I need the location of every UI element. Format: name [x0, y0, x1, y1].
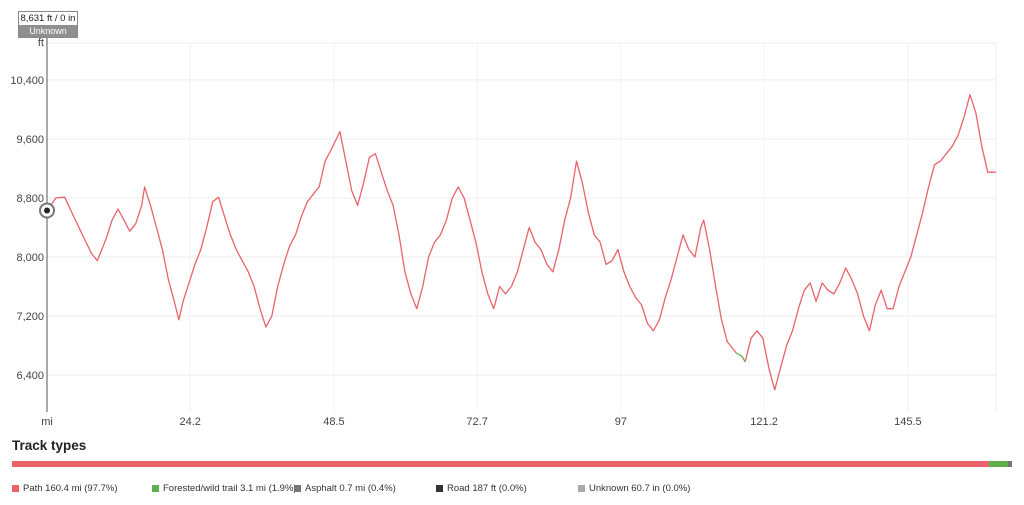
- legend-item: Asphalt 0.7 mi (0.4%): [294, 483, 396, 494]
- tooltip-track-type: Unknown: [19, 25, 77, 37]
- y-tick-label: 7,200: [16, 311, 44, 323]
- elevation-line-forested-wild-trail: [735, 352, 746, 363]
- cursor-tooltip: 8,631 ft / 0 in Unknown: [18, 11, 78, 38]
- cursor-dot: [44, 207, 50, 214]
- elevation-series: [46, 94, 996, 391]
- legend-label: Forested/wild trail 3.1 mi (1.9%): [163, 483, 297, 494]
- elevation-line-path: [744, 94, 996, 391]
- y-tick-label: 6,400: [16, 370, 44, 382]
- elevation-chart[interactable]: 6,400 7,200 8,000 8,800 9,600 10,400 24.2 48.5 7…: [0, 0, 1024, 432]
- track-bar-segment: [989, 461, 1008, 467]
- cursor-marker[interactable]: [39, 38, 55, 412]
- y-tick-label: 8,800: [16, 193, 44, 205]
- legend-item: Road 187 ft (0.0%): [436, 483, 527, 494]
- legend-item: Unknown 60.7 in (0.0%): [578, 483, 690, 494]
- y-tick-label: 8,000: [16, 252, 44, 264]
- legend-item: Path 160.4 mi (97.7%): [12, 483, 118, 494]
- tick-labels: 6,400 7,200 8,000 8,800 9,600 10,400 24.2 48.5 7…: [10, 37, 921, 428]
- grid-lines: [47, 42, 997, 412]
- legend-swatch: [436, 485, 443, 492]
- x-tick-label: 48.5: [323, 416, 344, 428]
- x-tick-label: 145.5: [894, 416, 922, 428]
- track-types-bar: [12, 461, 1012, 467]
- legend-label: Asphalt 0.7 mi (0.4%): [305, 483, 396, 494]
- y-tick-label: 9,600: [16, 134, 44, 146]
- legend-swatch: [152, 485, 159, 492]
- legend-label: Road 187 ft (0.0%): [447, 483, 527, 494]
- legend-swatch: [294, 485, 301, 492]
- x-tick-label: 72.7: [466, 416, 487, 428]
- x-tick-label: 97: [615, 416, 627, 428]
- legend-label: Path 160.4 mi (97.7%): [23, 483, 118, 494]
- legend-label: Unknown 60.7 in (0.0%): [589, 483, 691, 494]
- x-tick-label: 24.2: [179, 416, 200, 428]
- x-tick-label: 121.2: [750, 416, 778, 428]
- track-types-title: Track types: [12, 438, 87, 453]
- y-unit-label: ft: [38, 37, 44, 49]
- legend-item: Forested/wild trail 3.1 mi (1.9%): [152, 483, 297, 494]
- track-bar-segment: [12, 461, 989, 467]
- track-bar-segment: [1008, 461, 1012, 467]
- legend-swatch: [12, 485, 19, 492]
- y-tick-label: 10,400: [10, 75, 44, 87]
- legend-swatch: [578, 485, 585, 492]
- x-unit-label: mi: [41, 416, 53, 428]
- tooltip-elevation-readout: 8,631 ft / 0 in: [20, 13, 76, 24]
- elevation-line-path: [46, 130, 737, 354]
